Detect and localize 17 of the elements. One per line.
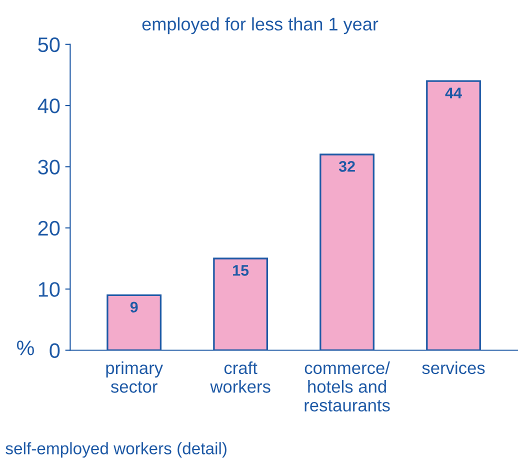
x-tick-label: commerce/ hotels and restaurants <box>304 361 390 412</box>
data-label: 9 <box>130 302 138 313</box>
text: self-employed workers (detail) <box>6 442 226 458</box>
chart-title: employed for less than 1 year <box>142 17 378 34</box>
y-tick-label: 30 <box>38 160 60 174</box>
x-tick-label: primary sector <box>106 361 163 393</box>
data-label: 44 <box>445 88 462 98</box>
y-tick-label: 50 <box>38 37 60 52</box>
data-label: 32 <box>338 161 355 172</box>
y-tick-label: 0 <box>50 343 60 358</box>
y-axis-title: % <box>16 340 34 356</box>
x-tick-label: services <box>422 361 485 374</box>
data-label: 15 <box>233 265 249 276</box>
y-tick-label: 40 <box>38 98 60 114</box>
y-tick-label: 20 <box>38 220 60 236</box>
x-tick-label: craft workers <box>210 361 270 393</box>
y-tick-label: 10 <box>38 282 60 297</box>
